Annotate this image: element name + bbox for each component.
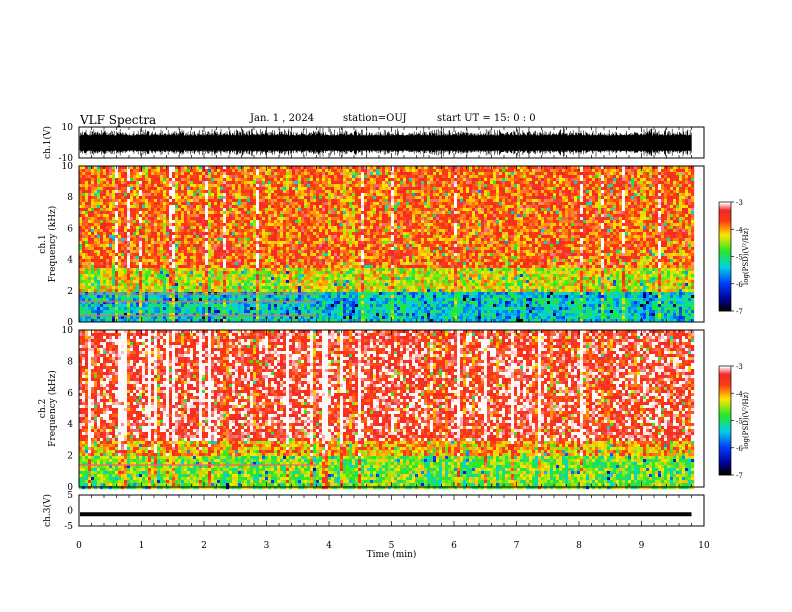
ch2-y-axis-label: Frequency (kHz) [47, 370, 58, 447]
ch1-y-axis-label: Frequency (kHz) [47, 206, 58, 283]
colorbar-tick-label: -3 [736, 363, 743, 371]
x-tick-label: 0 [76, 541, 82, 551]
station-label: station=OUJ [343, 113, 407, 124]
ch1-colorbar [719, 202, 731, 312]
x-tick-label: 7 [514, 541, 520, 551]
y-tick-label: 10 [62, 326, 74, 336]
ch2-spectrogram [79, 330, 695, 490]
ch1-waveform-line [79, 127, 692, 158]
y-tick-label: 2 [67, 287, 73, 297]
y-tick-label: 4 [67, 420, 73, 430]
x-tick-label: 2 [201, 541, 207, 551]
x-tick-label: 6 [451, 541, 457, 551]
y-tick-label: 6 [67, 389, 73, 399]
colorbar-tick-label: -7 [736, 308, 743, 316]
start-time-label: start UT = 15: 0 : 0 [437, 113, 536, 124]
ch2-colorbar [719, 366, 731, 476]
y-tick-label: 0 [67, 507, 73, 517]
colorbar-tick-label: -5 [736, 254, 743, 262]
y-tick-label: 4 [67, 256, 73, 266]
colorbar-tick-label: -3 [736, 199, 743, 207]
ch1-y-axis-label: ch.1(V) [42, 126, 53, 159]
x-tick-label: 3 [264, 541, 270, 551]
y-tick-label: -5 [64, 522, 73, 532]
y-tick-label: 6 [67, 224, 73, 234]
y-tick-label: 10 [62, 123, 74, 133]
y-tick-label: 0 [67, 318, 73, 328]
y-tick-label: 5 [67, 491, 73, 501]
colorbar-tick-label: -6 [736, 281, 743, 289]
x-axis-label: Time (min) [367, 549, 417, 560]
x-tick-label: 9 [639, 541, 645, 551]
y-tick-label: 8 [67, 357, 73, 367]
ch1-y-axis-label: ch.1 [38, 234, 48, 253]
colorbar-tick-label: -4 [736, 390, 743, 398]
ch2-colorbar-label: log(PSD)(V²/Hz) [742, 392, 750, 449]
colorbar-tick-label: -4 [736, 226, 743, 234]
x-tick-label: 4 [326, 541, 332, 551]
x-tick-label: 8 [576, 541, 582, 551]
x-tick-label: 1 [139, 541, 145, 551]
colorbar-tick-label: -6 [736, 445, 743, 453]
ch3-y-axis-label: ch.3(V) [42, 494, 53, 527]
colorbar-tick-label: -7 [736, 472, 743, 480]
y-tick-label: 8 [67, 193, 73, 203]
ch2-y-axis-label: ch.2 [38, 399, 48, 418]
ch1-spectrogram [79, 166, 695, 323]
x-tick-label: 10 [698, 541, 710, 551]
date-label: Jan. 1 , 2024 [250, 113, 314, 124]
y-tick-label: -10 [59, 154, 74, 164]
y-tick-label: 0 [67, 483, 73, 493]
chart-title: VLF Spectra [80, 113, 156, 127]
ch1-colorbar-label: log(PSD)(V²/Hz) [742, 228, 750, 285]
colorbar-tick-label: -5 [736, 418, 743, 426]
y-tick-label: 2 [67, 452, 73, 462]
x-tick-label: 5 [389, 541, 395, 551]
y-tick-label: 10 [62, 162, 74, 172]
